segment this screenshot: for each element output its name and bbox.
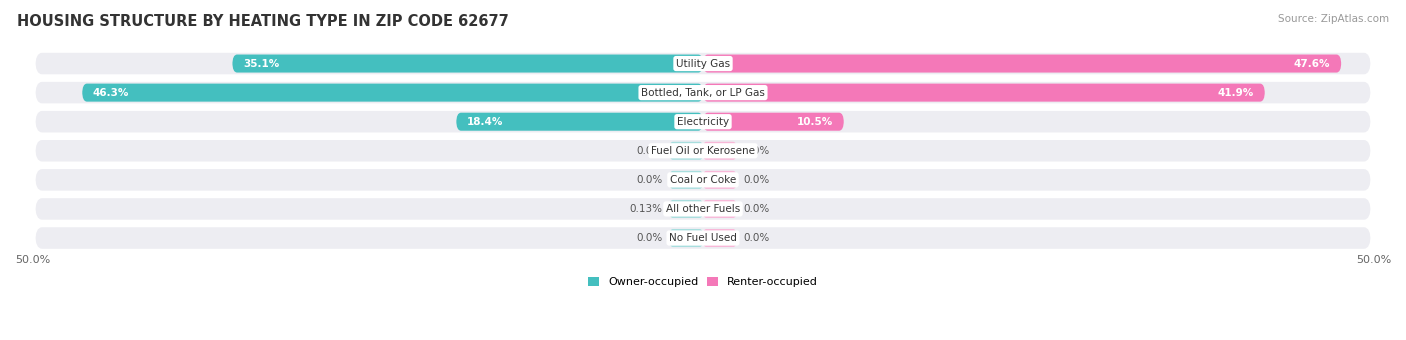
FancyBboxPatch shape: [703, 54, 1341, 72]
FancyBboxPatch shape: [703, 113, 844, 131]
FancyBboxPatch shape: [703, 142, 737, 160]
Text: 0.0%: 0.0%: [637, 146, 662, 156]
Text: All other Fuels: All other Fuels: [666, 204, 740, 214]
Text: 0.13%: 0.13%: [630, 204, 662, 214]
Text: No Fuel Used: No Fuel Used: [669, 233, 737, 243]
FancyBboxPatch shape: [35, 198, 1371, 220]
Text: 46.3%: 46.3%: [93, 88, 129, 98]
FancyBboxPatch shape: [82, 84, 703, 102]
Text: 0.0%: 0.0%: [744, 175, 769, 185]
Text: Fuel Oil or Kerosene: Fuel Oil or Kerosene: [651, 146, 755, 156]
FancyBboxPatch shape: [669, 229, 703, 247]
Text: 0.0%: 0.0%: [744, 204, 769, 214]
Text: 0.0%: 0.0%: [744, 233, 769, 243]
Text: 18.4%: 18.4%: [467, 117, 503, 127]
FancyBboxPatch shape: [35, 53, 1371, 74]
Text: Utility Gas: Utility Gas: [676, 58, 730, 69]
FancyBboxPatch shape: [669, 142, 703, 160]
FancyBboxPatch shape: [703, 84, 1265, 102]
FancyBboxPatch shape: [703, 200, 737, 218]
Text: Coal or Coke: Coal or Coke: [669, 175, 737, 185]
FancyBboxPatch shape: [669, 200, 703, 218]
Legend: Owner-occupied, Renter-occupied: Owner-occupied, Renter-occupied: [583, 273, 823, 292]
FancyBboxPatch shape: [35, 227, 1371, 249]
FancyBboxPatch shape: [35, 111, 1371, 133]
Text: 10.5%: 10.5%: [797, 117, 832, 127]
Text: 35.1%: 35.1%: [243, 58, 280, 69]
FancyBboxPatch shape: [457, 113, 703, 131]
FancyBboxPatch shape: [35, 169, 1371, 191]
Text: Bottled, Tank, or LP Gas: Bottled, Tank, or LP Gas: [641, 88, 765, 98]
FancyBboxPatch shape: [232, 54, 703, 72]
FancyBboxPatch shape: [35, 82, 1371, 103]
Text: 0.0%: 0.0%: [637, 175, 662, 185]
FancyBboxPatch shape: [669, 171, 703, 189]
Text: HOUSING STRUCTURE BY HEATING TYPE IN ZIP CODE 62677: HOUSING STRUCTURE BY HEATING TYPE IN ZIP…: [17, 14, 509, 29]
Text: Source: ZipAtlas.com: Source: ZipAtlas.com: [1278, 14, 1389, 23]
Text: 0.0%: 0.0%: [744, 146, 769, 156]
FancyBboxPatch shape: [35, 140, 1371, 162]
FancyBboxPatch shape: [703, 229, 737, 247]
Text: 41.9%: 41.9%: [1218, 88, 1254, 98]
Text: 0.0%: 0.0%: [637, 233, 662, 243]
Text: Electricity: Electricity: [676, 117, 730, 127]
FancyBboxPatch shape: [703, 171, 737, 189]
Text: 47.6%: 47.6%: [1294, 58, 1330, 69]
